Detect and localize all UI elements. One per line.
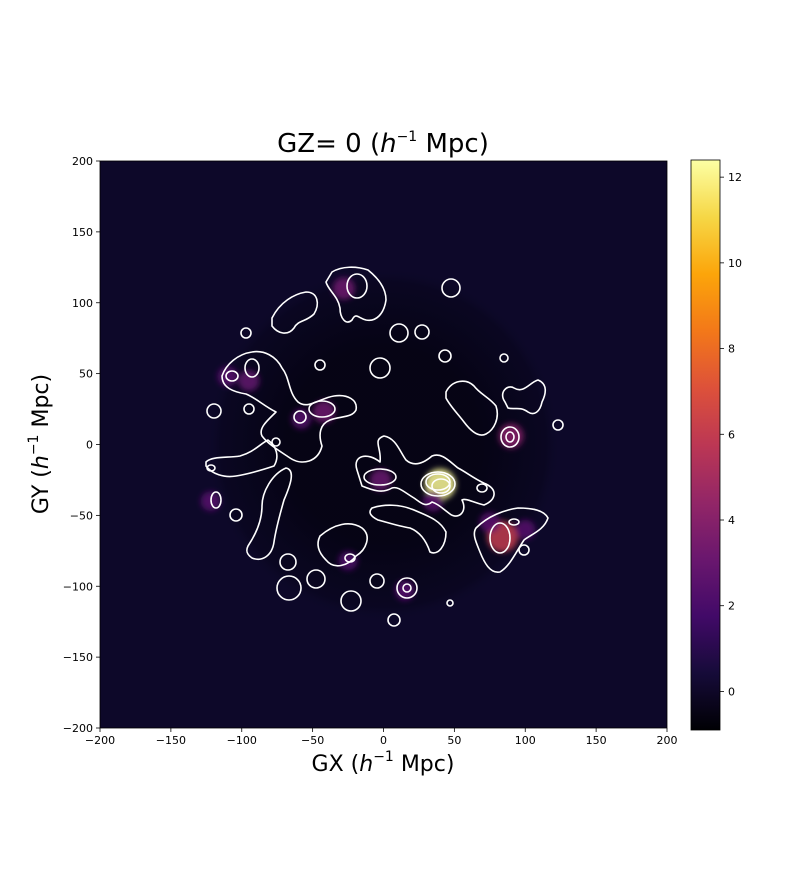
contour-ridge-east (445, 380, 499, 436)
colorbar-tick-label: 12 (728, 171, 742, 184)
contour-inner (476, 483, 488, 493)
y-tick-label: −150 (63, 651, 93, 664)
contour-inner (293, 410, 307, 424)
contour-islet (446, 599, 454, 607)
contour-islet (387, 613, 401, 627)
y-axis: −200 −150 −100 −50 0 50 100 150 200 (63, 155, 100, 735)
contour-islet (240, 327, 252, 339)
contour-inner (225, 370, 239, 382)
contour-inner (271, 437, 281, 447)
x-tick-label: −100 (227, 734, 257, 747)
colorbar-tick-label: 8 (728, 343, 735, 356)
contour-islet (279, 553, 297, 571)
contour-inner (344, 553, 356, 563)
contour-inner (402, 583, 412, 593)
chart-title: GZ= 0 (h−1 Mpc) (277, 129, 489, 159)
contour-inner (505, 431, 515, 443)
density-peak (515, 519, 536, 540)
contour-north (325, 266, 387, 323)
contour-inner (308, 400, 336, 418)
contour-islet (396, 577, 418, 599)
contour-inner (420, 471, 456, 497)
density-peak (479, 512, 500, 533)
contours (205, 266, 564, 627)
contour-inner (431, 478, 451, 494)
contour-inner (500, 426, 520, 448)
contour-west (221, 350, 358, 463)
contour-islet (206, 403, 222, 419)
x-tick-label: 150 (586, 734, 607, 747)
y-tick-label: 150 (72, 226, 93, 239)
x-tick-label: 100 (515, 734, 536, 747)
density-peak (217, 366, 238, 387)
colorbar-gradient (690, 159, 721, 731)
contour-inner (206, 464, 216, 472)
x-tick-label: 50 (447, 734, 461, 747)
contour-islet (369, 573, 385, 589)
x-tick-label: 200 (657, 734, 678, 747)
contour-inner (346, 273, 368, 299)
colorbar: 0 2 4 6 8 10 12 (690, 159, 742, 731)
density-peak (238, 370, 260, 392)
contour-inner (508, 518, 520, 526)
contour-southeast (473, 507, 549, 573)
contour-islet (314, 359, 326, 371)
contour-islet (369, 357, 391, 379)
x-tick-label: −200 (85, 734, 115, 747)
contour-islet (340, 590, 362, 612)
contour-filament-east (501, 379, 547, 415)
colorbar-tick-label: 10 (728, 257, 742, 270)
contour-islet (438, 349, 452, 363)
contour-southwest (205, 439, 278, 478)
y-tick-label: 50 (79, 368, 93, 381)
y-tick-label: 100 (72, 297, 93, 310)
x-tick-label: 0 (380, 734, 387, 747)
density-peak (422, 491, 444, 512)
contour-inner (210, 491, 222, 509)
y-tick-label: −200 (63, 722, 93, 735)
contour-islet (441, 278, 461, 298)
y-tick-label: −100 (63, 580, 93, 593)
contour-islet (518, 544, 530, 556)
contour-islet (414, 324, 430, 340)
contour-islet (552, 419, 564, 431)
colorbar-tick-label: 4 (728, 514, 735, 527)
contour-inner (363, 468, 397, 486)
contour-filament-center (355, 435, 495, 517)
y-tick-label: 200 (72, 155, 93, 168)
density-peak (369, 469, 392, 491)
contour-inner (425, 473, 451, 491)
contour-islet (229, 508, 243, 522)
x-tick-label: −50 (301, 734, 324, 747)
y-axis-label: GY (h−1 Mpc) (26, 374, 54, 514)
contour-islet (499, 353, 509, 363)
x-axis-label: GX (h−1 Mpc) (312, 749, 455, 777)
contour-islet (276, 575, 302, 601)
colorbar-ticks: 0 2 4 6 8 10 12 (720, 171, 742, 698)
contour-inner (244, 358, 260, 378)
survey-region (206, 267, 561, 622)
colorbar-tick-label: 0 (728, 685, 735, 698)
contour-northwest (271, 291, 319, 334)
contour-south-center (317, 523, 368, 567)
contour-inner (489, 522, 511, 554)
density-peak (291, 409, 312, 429)
x-tick-label: −150 (156, 734, 186, 747)
contour-islet (389, 323, 409, 343)
plot-area (100, 161, 667, 728)
colorbar-tick-label: 2 (728, 600, 735, 613)
y-tick-label: 0 (86, 439, 93, 452)
contour-south-arm (246, 467, 293, 560)
y-tick-label: −50 (70, 509, 93, 522)
contour-islet (306, 569, 326, 589)
x-axis: −200 −150 −100 −50 0 50 100 150 200 (85, 728, 678, 747)
contour-islet (243, 403, 255, 415)
colorbar-tick-label: 6 (728, 428, 735, 441)
contour-south-mid (369, 504, 447, 554)
